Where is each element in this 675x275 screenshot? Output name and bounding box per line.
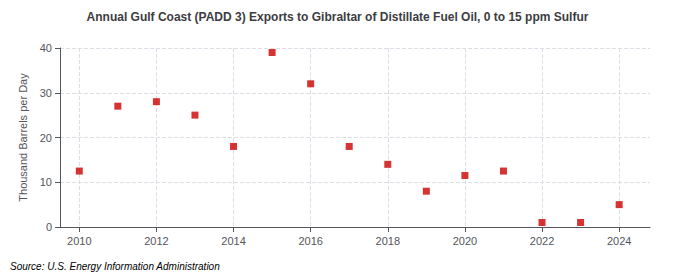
svg-text:20: 20 (40, 132, 52, 144)
svg-text:2020: 2020 (453, 235, 477, 247)
svg-text:Source: U.S. Energy Informatio: Source: U.S. Energy Information Administ… (10, 261, 220, 272)
svg-text:30: 30 (40, 87, 52, 99)
svg-text:Annual Gulf Coast (PADD 3) Exp: Annual Gulf Coast (PADD 3) Exports to Gi… (87, 10, 589, 24)
svg-text:2018: 2018 (376, 235, 400, 247)
svg-text:2012: 2012 (144, 235, 168, 247)
svg-text:0: 0 (46, 221, 52, 233)
svg-text:40: 40 (40, 42, 52, 54)
svg-text:2010: 2010 (67, 235, 91, 247)
svg-text:10: 10 (40, 176, 52, 188)
svg-text:2024: 2024 (607, 235, 631, 247)
svg-text:Thousand Barrels per Day: Thousand Barrels per Day (17, 73, 29, 202)
svg-text:2014: 2014 (221, 235, 245, 247)
svg-text:2016: 2016 (298, 235, 322, 247)
svg-text:2022: 2022 (530, 235, 554, 247)
